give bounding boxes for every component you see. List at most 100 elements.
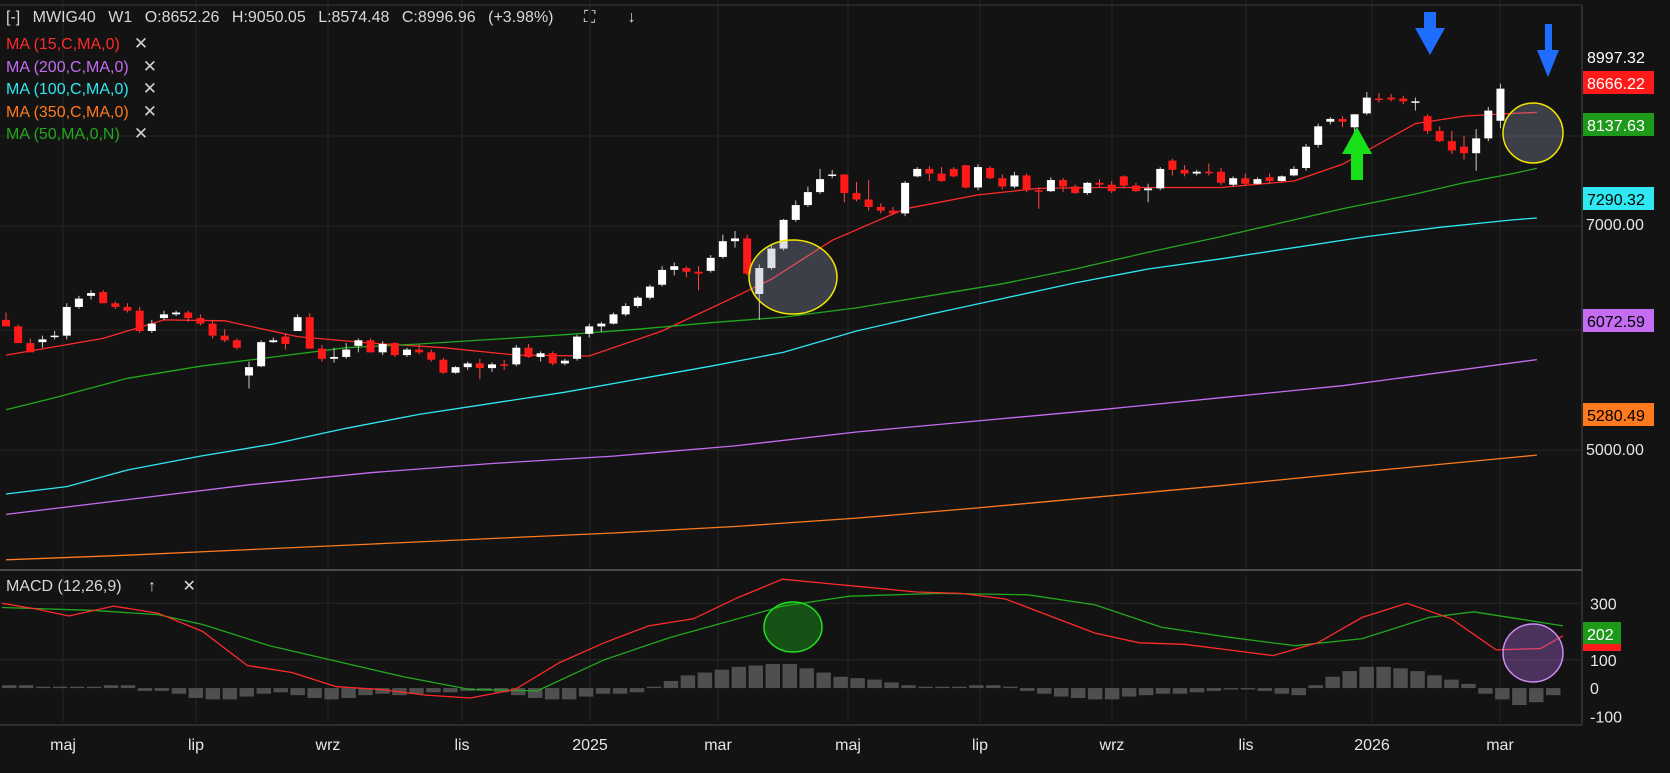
candle-body: [585, 326, 594, 334]
collapse-icon[interactable]: [-]: [6, 9, 21, 26]
histogram-bar: [1546, 688, 1561, 696]
histogram-bar: [748, 665, 764, 689]
candle-body: [828, 174, 837, 176]
histogram-bar: [1410, 671, 1425, 689]
candle-body: [463, 363, 472, 368]
histogram-bar: [1461, 683, 1476, 689]
candle-body: [998, 178, 1007, 187]
candle-body: [1423, 116, 1432, 131]
close-icon[interactable]: ✕: [182, 578, 196, 595]
candle-body: [257, 342, 266, 367]
histogram-bar: [1155, 688, 1171, 694]
histogram-bar: [324, 688, 339, 700]
histogram-bar: [918, 686, 933, 689]
indicator-legend-item[interactable]: MA (200,C,MA,0) ✕: [6, 56, 157, 79]
candle-body: [949, 168, 958, 177]
macd-label: MACD (12,26,9): [6, 578, 122, 595]
candle-body: [111, 303, 120, 307]
candle-body: [1059, 180, 1068, 187]
macd-badge-bg: [1583, 644, 1621, 651]
candle-body: [913, 168, 922, 177]
candle-body: [269, 340, 278, 343]
close-icon[interactable]: ✕: [133, 34, 149, 53]
signal-line: [1, 592, 1564, 692]
indicator-legend-item[interactable]: MA (15,C,MA,0) ✕: [6, 33, 148, 56]
histogram-bar: [137, 688, 153, 691]
candle-body: [50, 335, 59, 338]
candle-body: [135, 310, 144, 332]
histogram-bar: [1138, 688, 1154, 696]
histogram-bar: [1206, 688, 1222, 691]
indicator-legend-item[interactable]: MA (350,C,MA,0) ✕: [6, 101, 157, 124]
price-axis-tick: 5000.00: [1586, 442, 1644, 459]
candle-body: [232, 340, 241, 348]
histogram-bar: [358, 688, 373, 696]
time-axis-label: 2025: [572, 737, 608, 754]
histogram-bar: [52, 686, 68, 689]
histogram-bar: [663, 681, 679, 689]
histogram-bar: [1359, 666, 1374, 689]
candle-body: [220, 335, 229, 341]
candle-body: [937, 173, 946, 181]
candle-body: [305, 317, 314, 349]
indicator-legend-item[interactable]: MA (50,MA,0,N) ✕: [6, 123, 148, 146]
histogram-bar: [1308, 685, 1323, 689]
fullscreen-icon[interactable]: ⛶: [583, 9, 596, 26]
candle-body: [1131, 185, 1140, 192]
candle-body: [147, 323, 156, 332]
histogram-bar: [884, 682, 899, 689]
macd-header: MACD (12,26,9) ↑ ✕: [6, 576, 196, 596]
close-icon[interactable]: ✕: [142, 79, 157, 98]
candle-body: [1362, 97, 1371, 114]
candle-body: [1095, 182, 1104, 185]
candle-body: [99, 292, 108, 304]
histogram-bar: [222, 688, 238, 700]
candle-body: [366, 340, 375, 353]
candle-body: [500, 364, 509, 366]
arrow-down-icon[interactable]: ↓: [627, 9, 636, 26]
indicator-label: MA (50,MA,0,N): [6, 126, 120, 143]
close-icon[interactable]: ✕: [142, 101, 157, 121]
histogram-bar: [511, 688, 526, 696]
time-axis-label: lip: [972, 737, 988, 754]
histogram-bar: [1087, 688, 1103, 700]
macd-line: [1, 578, 1564, 699]
candle-body: [1277, 176, 1286, 181]
candle-body: [208, 323, 217, 336]
move-up-icon[interactable]: ↑: [148, 578, 157, 595]
ma-line: [5, 454, 1537, 561]
histogram-bar: [69, 686, 85, 689]
histogram-bar: [1325, 676, 1340, 689]
macd-badge-bg: [1583, 622, 1621, 647]
indicator-label: MA (100,C,MA,0): [6, 81, 129, 98]
indicator-legend-item[interactable]: MA (100,C,MA,0) ✕: [6, 78, 157, 101]
candle-body: [1180, 169, 1189, 174]
candle-body: [767, 248, 776, 269]
candle-body: [621, 306, 630, 315]
candle-body: [87, 293, 96, 296]
histogram-bar: [1427, 675, 1442, 689]
candle-body: [245, 367, 253, 376]
interval-label: W1: [108, 9, 133, 26]
time-axis-label: 2026: [1354, 737, 1390, 754]
histogram-bar: [1070, 688, 1086, 698]
candle-body: [718, 241, 727, 257]
histogram-bar: [273, 688, 288, 693]
price-badge: 6072.59: [1587, 314, 1645, 331]
down-arrow-marker: [1415, 12, 1445, 55]
histogram-bar: [1512, 688, 1527, 706]
candle-body: [1338, 118, 1347, 122]
histogram-bar: [833, 676, 848, 689]
close-icon[interactable]: ✕: [142, 56, 157, 76]
price-badge-bg: [1583, 71, 1654, 94]
open-value: O:8652.26: [144, 9, 220, 26]
close-icon[interactable]: ✕: [133, 124, 149, 143]
histogram-bar: [731, 666, 747, 689]
histogram-bar: [1291, 688, 1306, 696]
candle-body: [1083, 182, 1092, 194]
histogram-bar: [307, 688, 322, 698]
price-badge: 7290.32: [1587, 192, 1645, 209]
candle-body: [706, 257, 715, 271]
